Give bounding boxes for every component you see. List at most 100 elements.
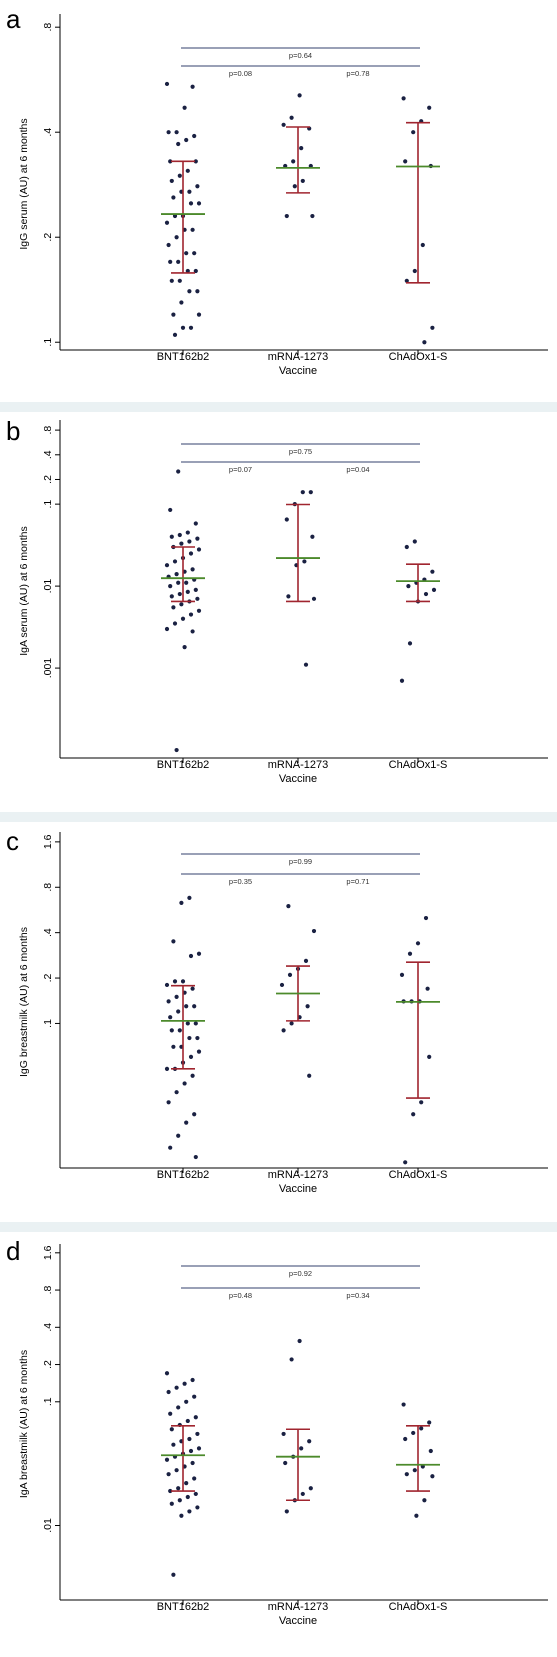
data-point — [171, 312, 176, 317]
data-point — [412, 268, 417, 274]
data-point — [174, 572, 179, 577]
data-point — [195, 536, 200, 541]
data-point — [174, 1090, 179, 1095]
data-point — [291, 159, 296, 164]
data-point — [307, 1439, 312, 1444]
data-point — [190, 1377, 195, 1383]
data-point — [425, 986, 430, 991]
y-axis-title: IgA serum (AU) at 6 months — [18, 526, 30, 656]
data-point — [182, 645, 187, 650]
data-point — [182, 105, 187, 110]
data-point — [279, 982, 285, 988]
data-point — [190, 1460, 195, 1466]
data-point — [188, 953, 194, 959]
data-point — [176, 580, 181, 585]
data-point — [303, 662, 309, 667]
y-tick-label: .8 — [42, 23, 54, 32]
data-point — [192, 1394, 197, 1399]
data-point — [311, 596, 317, 601]
y-axis-title: IgA breastmilk (AU) at 6 months — [18, 1350, 30, 1498]
panel-label: c — [6, 826, 19, 856]
data-point — [179, 602, 184, 607]
data-point — [195, 289, 200, 294]
data-point — [193, 159, 198, 164]
data-point — [187, 539, 192, 544]
y-tick-label: .4 — [42, 928, 54, 937]
x-tick-label: mRNA-1273 — [268, 1601, 329, 1613]
data-point — [300, 490, 305, 495]
panel-b: b IgA serum (AU) at 6 months .001 .01 .1 .2 .4… — [0, 412, 557, 812]
data-point — [168, 1145, 173, 1150]
data-point — [171, 939, 176, 944]
y-tick-label: .8 — [42, 426, 54, 435]
y-tick-label: .1 — [42, 1397, 54, 1406]
panel-label: a — [6, 4, 21, 34]
data-point — [305, 1004, 310, 1009]
data-point — [196, 201, 202, 206]
data-point — [174, 1468, 179, 1473]
data-point — [187, 1436, 192, 1442]
data-point — [187, 1509, 192, 1514]
y-tick-label: .8 — [42, 1286, 54, 1295]
data-point — [164, 81, 170, 87]
data-point — [187, 289, 192, 294]
data-point — [407, 641, 413, 646]
data-point — [164, 982, 170, 988]
data-point — [177, 591, 182, 597]
p-value-label: p=0.35 — [229, 877, 252, 886]
data-point — [427, 1054, 432, 1059]
p-value-label: p=0.78 — [346, 69, 369, 78]
data-point — [168, 1015, 173, 1020]
data-point — [184, 251, 189, 256]
x-tick-label: mRNA-1273 — [268, 351, 329, 363]
data-point — [428, 1448, 433, 1454]
data-point — [193, 587, 198, 592]
data-point — [190, 629, 195, 634]
data-point — [188, 325, 194, 330]
data-point — [164, 1371, 170, 1376]
data-point — [185, 589, 190, 595]
data-point — [311, 928, 317, 934]
data-point — [169, 1028, 174, 1033]
panel-label: b — [6, 416, 20, 446]
p-value-label: p=0.99 — [289, 857, 312, 866]
data-point — [171, 1442, 176, 1447]
data-point — [420, 242, 425, 248]
data-point — [281, 122, 286, 127]
y-tick-label: .01 — [42, 1518, 54, 1533]
data-point — [401, 96, 406, 101]
x-tick-label: ChAdOx1-S — [389, 1169, 448, 1181]
data-point — [190, 1073, 195, 1078]
y-tick-label: .8 — [42, 883, 54, 892]
y-tick-label: .4 — [42, 450, 54, 459]
data-point — [300, 178, 305, 184]
data-point — [166, 242, 171, 248]
x-tick-label: BNT162b2 — [157, 351, 210, 363]
data-point — [286, 904, 291, 909]
p-value-label: p=0.64 — [289, 51, 312, 60]
data-point — [297, 93, 302, 98]
data-point — [411, 1430, 416, 1436]
data-point — [196, 1049, 202, 1054]
data-point — [188, 551, 194, 556]
y-tick-label: .01 — [42, 579, 54, 594]
panel-c: c IgG breastmilk (AU) at 6 months .1 .2 .4 .8… — [0, 822, 557, 1222]
data-point — [188, 1448, 194, 1454]
p-value-label: p=0.71 — [346, 877, 369, 886]
data-point — [284, 213, 289, 219]
data-point — [185, 1021, 190, 1026]
data-point — [176, 1009, 181, 1014]
data-point — [283, 1460, 288, 1466]
data-point — [169, 178, 174, 184]
data-point — [399, 972, 405, 977]
data-point — [184, 580, 189, 585]
data-point — [171, 605, 176, 610]
data-point — [176, 1133, 181, 1138]
data-point — [193, 1021, 198, 1026]
data-point — [172, 213, 178, 219]
data-point — [174, 235, 179, 240]
data-point — [179, 1513, 184, 1518]
data-point — [176, 1486, 181, 1491]
y-tick-label: .1 — [42, 500, 54, 509]
data-point — [193, 521, 198, 526]
